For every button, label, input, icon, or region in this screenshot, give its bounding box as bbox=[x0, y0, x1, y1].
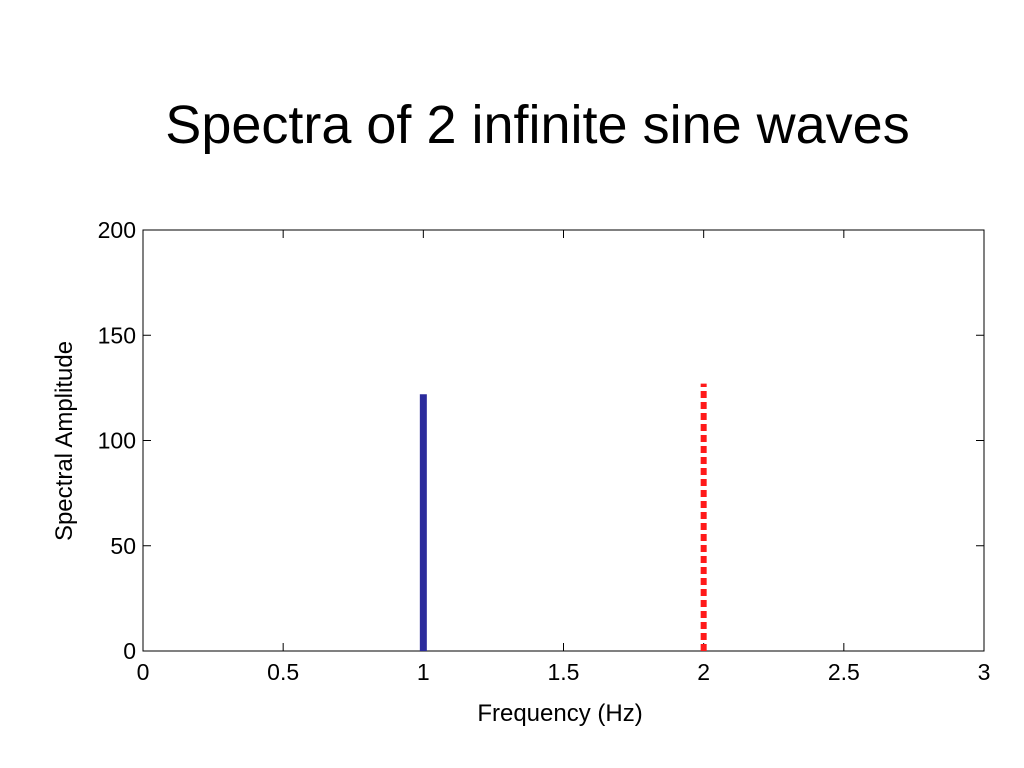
x-axis-label: Frequency (Hz) bbox=[477, 700, 642, 727]
y-tick-label: 0 bbox=[123, 638, 136, 664]
x-tick-label: 1 bbox=[417, 659, 430, 685]
y-axis-label: Spectral Amplitude bbox=[51, 341, 78, 541]
axis-ticks bbox=[142, 229, 985, 652]
y-tick-label: 150 bbox=[98, 322, 136, 348]
x-tick-label: 3 bbox=[978, 659, 991, 685]
x-tick-label: 0.5 bbox=[267, 659, 299, 685]
plot-frame bbox=[142, 229, 985, 652]
x-tick-label: 2 bbox=[697, 659, 710, 685]
y-tick-labels: 0 50 100 150 200 bbox=[98, 217, 136, 664]
y-tick-label: 200 bbox=[98, 217, 136, 243]
spectral-lines bbox=[419, 383, 707, 651]
y-tick-label: 50 bbox=[110, 533, 136, 559]
x-tick-label: 0 bbox=[137, 659, 150, 685]
x-tick-labels: 0 0.5 1 1.5 2 2.5 3 bbox=[137, 659, 991, 685]
slide-title: Spectra of 2 infinite sine waves bbox=[165, 95, 910, 155]
y-tick-label: 100 bbox=[98, 428, 136, 454]
x-tick-label: 2.5 bbox=[828, 659, 860, 685]
x-tick-label: 1.5 bbox=[548, 659, 580, 685]
